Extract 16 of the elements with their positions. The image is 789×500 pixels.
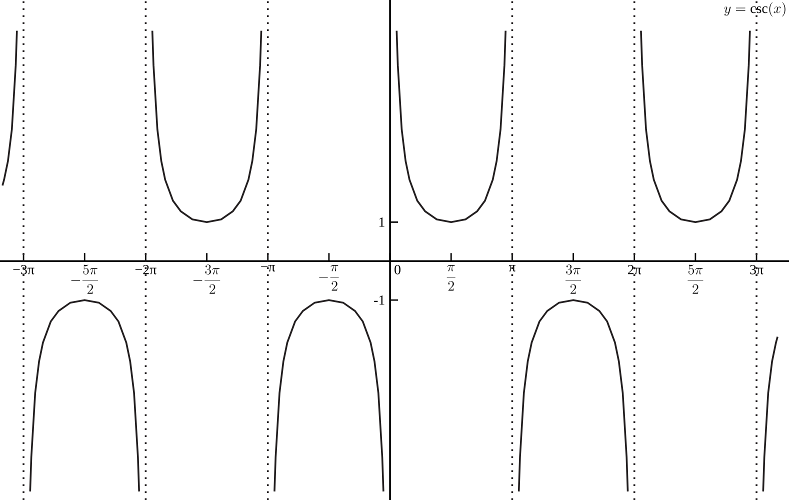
x-tick-label: −π [261,264,276,272]
annotation: $y=\csc(x)$ [724,2,786,17]
x-tick-label: $-\frac{3\pi}{2}$ [193,264,220,294]
y-tick-label: 1 [379,218,384,227]
x-tick-label: $\frac{5\pi}{2}$ [688,264,704,294]
x-tick-label: −2π [135,264,156,274]
x-tick-label: 2π [628,264,642,274]
x-tick-label: $-\frac{\pi}{2}$ [319,264,339,291]
x-tick-label: $-\frac{5\pi}{2}$ [71,264,98,294]
y-tick-label: -1 [374,295,384,305]
x-tick-label: π [508,264,516,272]
x-tick-label: 0 [394,264,400,274]
x-tick-label: $\frac{\pi}{2}$ [446,264,456,291]
x-tick-label: −3π [13,264,34,274]
x-tick-label: 3π [750,264,764,274]
x-tick-label: $\frac{3\pi}{2}$ [566,264,582,294]
